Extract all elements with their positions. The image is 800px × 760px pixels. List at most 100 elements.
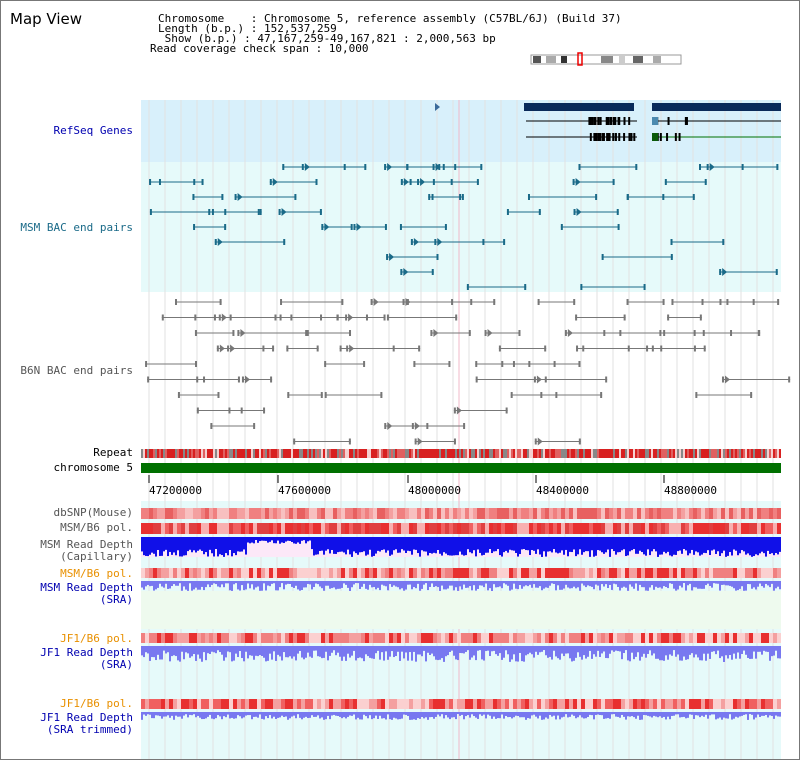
b6n-bac-end (287, 392, 290, 398)
jf1-sra-depth (347, 646, 349, 654)
jf1-trimmed-depth (383, 712, 385, 719)
jf1-pol-strip (341, 633, 345, 643)
msm-capillary-depth (603, 537, 605, 554)
msm-sra-depth (773, 581, 775, 591)
repeat-segment (431, 449, 433, 458)
msm-pol-strip (181, 523, 185, 534)
msm-capillary-depth (633, 537, 635, 550)
msm-sra-depth (203, 581, 205, 591)
msm-sra-depth (721, 581, 723, 585)
dbsnp-strip (501, 508, 505, 519)
msm-sra-depth (427, 581, 429, 591)
jf1-pol-strip (357, 699, 361, 709)
msm-pol-strip (289, 523, 293, 534)
jf1-trimmed-depth (141, 712, 143, 720)
jf1-pol-strip (633, 633, 637, 643)
jf1-pol-strip (273, 633, 277, 643)
jf1-trimmed-depth (581, 712, 583, 718)
jf1-pol-strip (393, 633, 397, 643)
msm-pol-strip (377, 523, 381, 534)
gene-exon (652, 133, 658, 141)
jf1-trimmed-depth (181, 712, 183, 719)
repeat-segment (513, 449, 515, 458)
msm-sra-depth (725, 581, 727, 586)
msm-pol-strip (205, 523, 209, 534)
b6n-bac-end (578, 361, 581, 367)
repeat-segment (515, 449, 517, 458)
jf1-pol-strip (609, 633, 613, 643)
jf1-trimmed-depth (521, 712, 523, 718)
msm-pol-strip (297, 568, 301, 578)
repeat-segment (691, 449, 693, 458)
jf1-trimmed-depth (677, 712, 679, 715)
jf1-trimmed-depth (779, 712, 781, 717)
dbsnp-strip (633, 508, 637, 519)
jf1-trimmed-depth (709, 712, 711, 716)
msm-sra-depth (349, 581, 351, 591)
dbsnp-strip (565, 508, 569, 519)
msm-pol-strip (165, 568, 169, 578)
jf1-trimmed-depth (351, 712, 353, 716)
jf1-trimmed-depth (479, 712, 481, 715)
jf1-sra-depth (491, 646, 493, 652)
dbsnp-strip (309, 508, 313, 519)
jf1-sra-depth (439, 646, 441, 660)
b6n-bac-end (576, 345, 579, 352)
gene-block (524, 103, 634, 111)
jf1-sra-depth (729, 646, 731, 656)
jf1-sra-depth (683, 646, 685, 657)
msm-sra-depth (181, 581, 183, 591)
msm-pol-strip (369, 523, 373, 534)
jf1-trimmed-depth (681, 712, 683, 718)
msm-sra-depth (407, 581, 409, 585)
msm-pol-strip (465, 523, 469, 534)
repeat-segment (393, 449, 395, 458)
jf1-pol-strip (677, 699, 681, 709)
jf1-sra-depth (293, 646, 295, 657)
msm-sra-depth (227, 581, 229, 584)
msm-pol-strip (761, 568, 765, 578)
repeat-segment (459, 449, 461, 458)
msm-pol-strip (457, 568, 461, 578)
b6n-bac-end (646, 345, 649, 352)
msm-pol-strip (529, 523, 533, 534)
repeat-segment (447, 449, 449, 458)
repeat-segment (341, 449, 343, 458)
jf1-sra-depth (645, 646, 647, 658)
msm-capillary-depth (387, 537, 389, 551)
jf1-trimmed-depth (357, 712, 359, 718)
dbsnp-strip (705, 508, 709, 519)
msm-sra-depth (243, 581, 245, 591)
b6n-bac-end (726, 299, 729, 305)
chromosome-bar (141, 463, 781, 473)
msm-sra-depth (143, 581, 145, 590)
jf1-trimmed-depth (197, 712, 199, 716)
msm-pol-strip (213, 568, 217, 578)
jf1-trimmed-depth (239, 712, 241, 717)
repeat-segment (367, 449, 369, 458)
msm-sra-depth (173, 581, 175, 585)
msm-sra-depth (735, 581, 737, 591)
b6n-bac-end (518, 330, 521, 336)
msm-sra-depth (275, 581, 277, 591)
repeat-segment (325, 449, 327, 458)
msm-sra-depth (487, 581, 489, 591)
jf1-trimmed-depth (411, 712, 413, 720)
msm-sra-depth (715, 581, 717, 584)
msm-sra-depth (161, 581, 163, 587)
repeat-segment (221, 449, 223, 458)
jf1-pol-strip (473, 699, 477, 709)
repeat-segment (503, 449, 505, 458)
b6n-bac-end (320, 314, 323, 321)
msm-capillary-depth (325, 537, 327, 551)
jf1-sra-depth (521, 646, 523, 662)
jf1-sra-depth (693, 646, 695, 658)
repeat-segment (657, 449, 659, 458)
jf1-pol-strip (181, 699, 185, 709)
b6n-bac-end (544, 345, 547, 352)
jf1-pol-strip (285, 699, 289, 709)
jf1-pol-strip (625, 633, 629, 643)
msm-capillary-depth (665, 537, 667, 554)
msm-sra-depth (689, 581, 691, 584)
